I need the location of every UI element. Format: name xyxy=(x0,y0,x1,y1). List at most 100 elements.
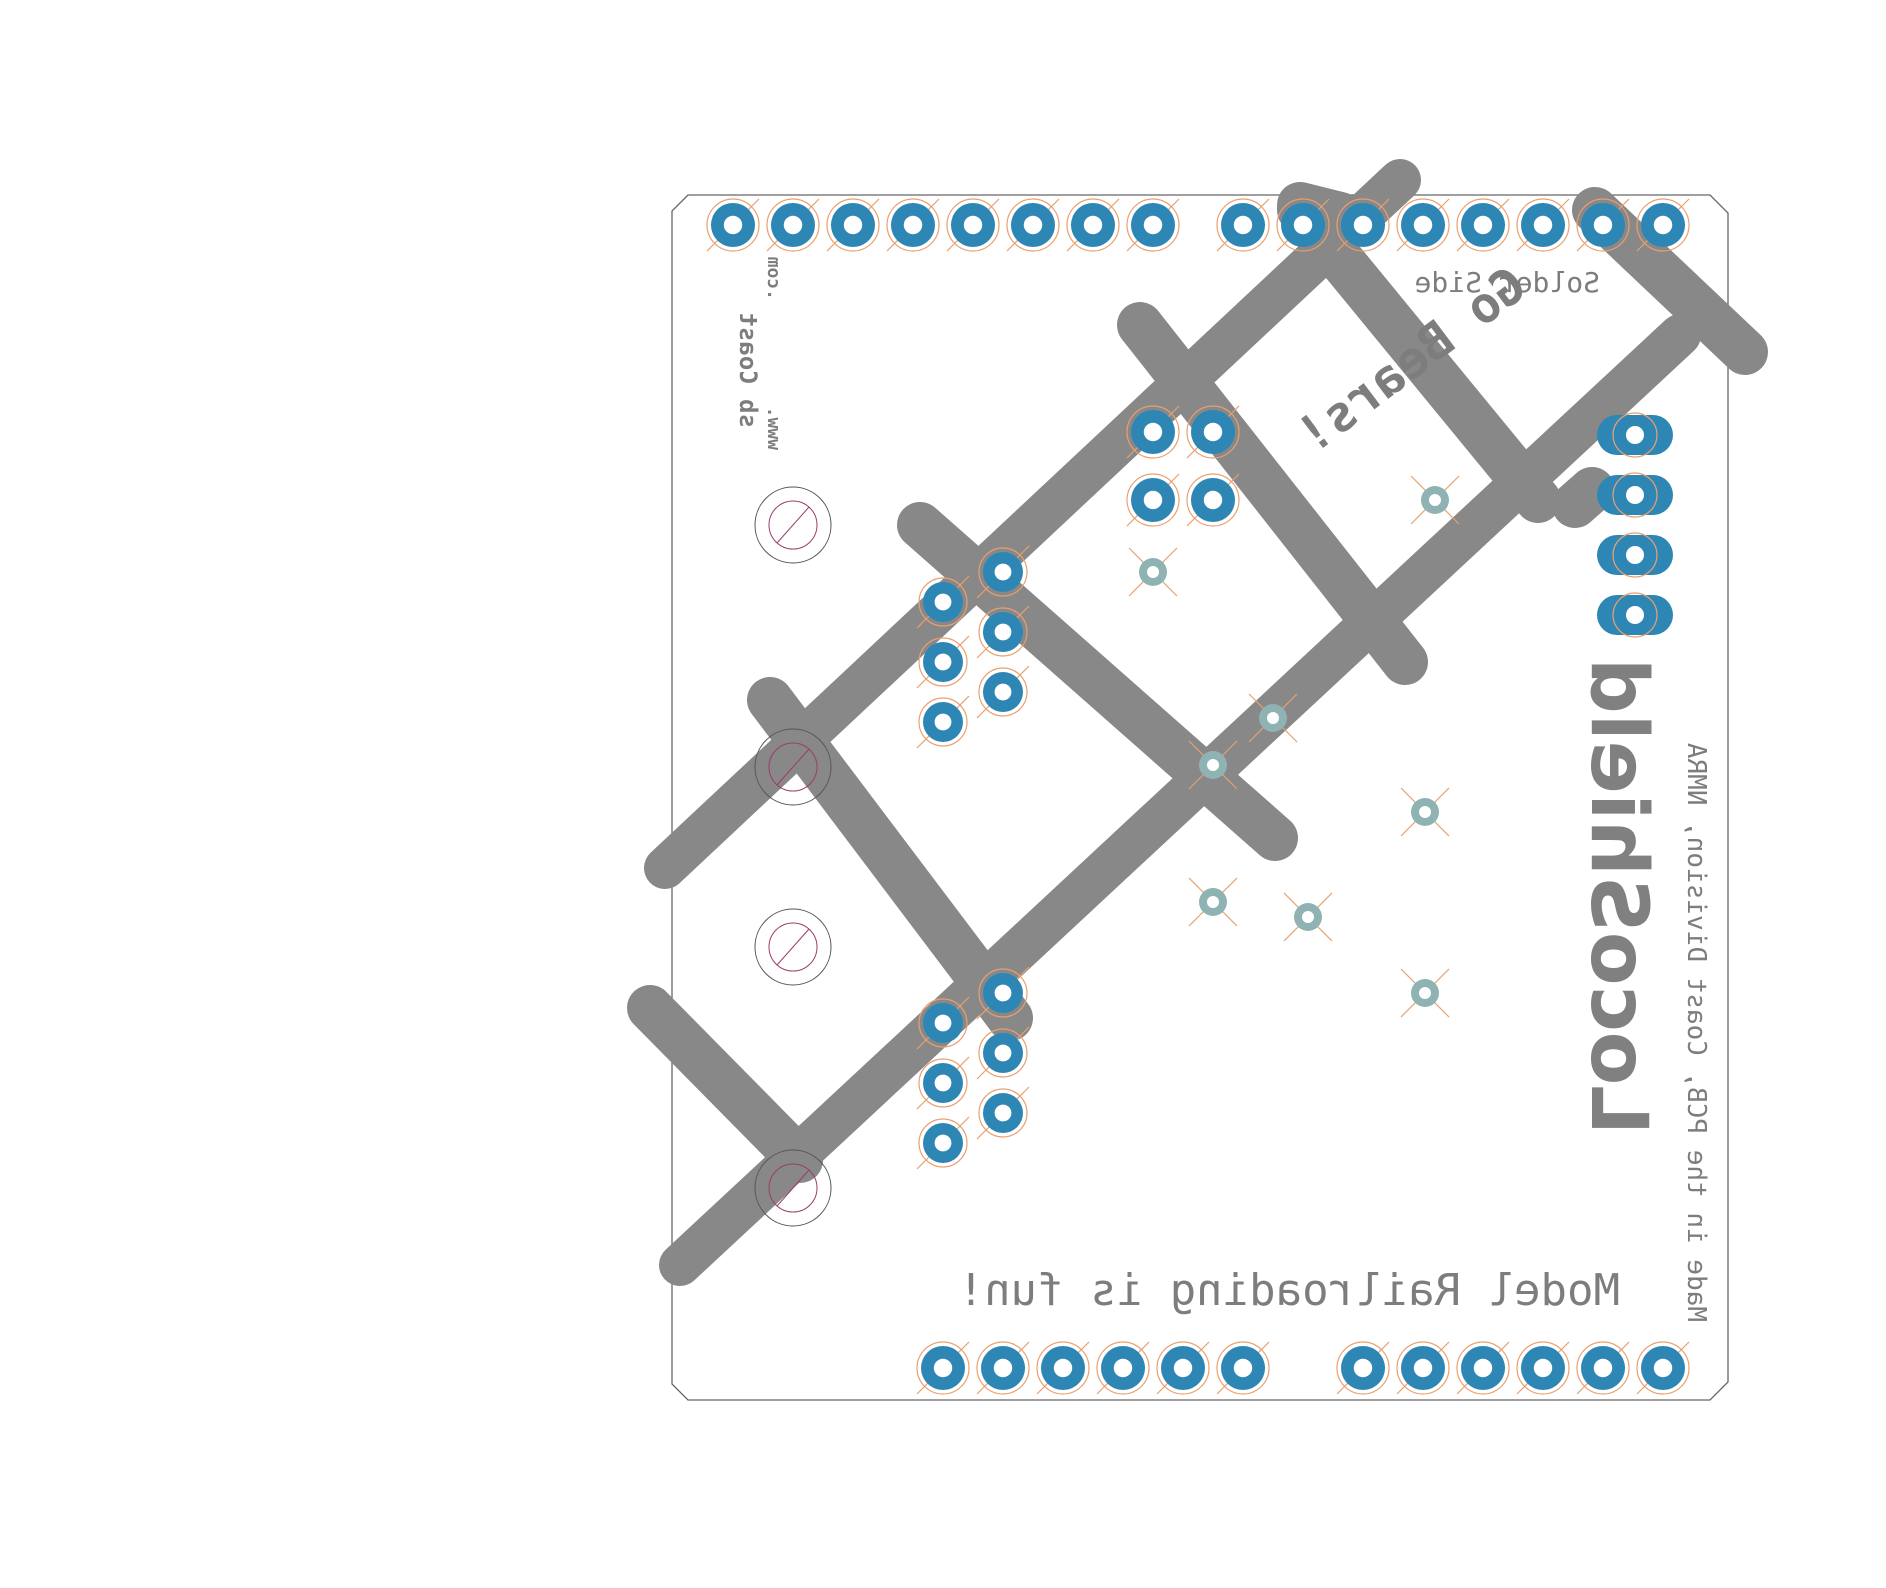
drill-hole xyxy=(1593,215,1613,235)
drill-hole xyxy=(933,1358,953,1378)
pad-ring xyxy=(1636,1341,1690,1395)
drill-hole xyxy=(1429,494,1441,506)
drill-hole xyxy=(994,563,1012,581)
drill-hole xyxy=(783,215,803,235)
pad-ring xyxy=(916,1341,970,1395)
pad-ring xyxy=(918,998,968,1048)
pad-ring xyxy=(706,198,760,252)
pad-ring xyxy=(1576,1341,1630,1395)
pad-ring xyxy=(1216,1341,1270,1395)
drill-hole xyxy=(994,623,1012,641)
drill-hole xyxy=(1173,1358,1193,1378)
pad-ring xyxy=(918,577,968,627)
drill-hole xyxy=(1207,759,1219,771)
pad-ring xyxy=(1456,198,1510,252)
board-outline xyxy=(671,194,1729,1401)
hole-mark xyxy=(776,928,810,966)
pad-ring xyxy=(978,547,1028,597)
site-label-2: .com xyxy=(763,256,784,300)
pad-ring xyxy=(1066,198,1120,252)
drill-hole xyxy=(963,215,983,235)
pad-ring xyxy=(1516,198,1570,252)
drill-hole xyxy=(1419,987,1431,999)
drill-hole xyxy=(1203,490,1223,510)
drill-hole xyxy=(1143,490,1163,510)
pad-ring xyxy=(1396,1341,1450,1395)
pad-ring xyxy=(1276,198,1330,252)
slogan-label: Model Railroading is fun! xyxy=(958,1265,1620,1316)
pad-ring xyxy=(918,1118,968,1168)
pad-ring xyxy=(918,697,968,747)
pad-ring xyxy=(946,198,1000,252)
drill-hole xyxy=(934,593,952,611)
pad-ring xyxy=(976,1341,1030,1395)
pad-ring xyxy=(1186,405,1240,459)
mounting-holes xyxy=(754,486,832,1227)
drill-hole xyxy=(934,1074,952,1092)
pad-ring xyxy=(1612,472,1658,518)
pads-layer xyxy=(706,198,1690,1395)
pad-ring xyxy=(1612,412,1658,458)
mounting-hole-drill xyxy=(768,1163,818,1213)
drill-hole xyxy=(1413,1358,1433,1378)
drill-hole xyxy=(1473,215,1493,235)
pad-ring xyxy=(1216,198,1270,252)
pad-ring xyxy=(1186,473,1240,527)
pad-ring xyxy=(1336,198,1390,252)
drill-hole xyxy=(994,1104,1012,1122)
pad-ring xyxy=(1036,1341,1090,1395)
drill-hole xyxy=(1626,426,1644,444)
mounting-hole xyxy=(754,728,832,806)
drill-hole xyxy=(1233,1358,1253,1378)
drill-hole xyxy=(934,713,952,731)
pad-ring xyxy=(1006,198,1060,252)
hole-mark xyxy=(776,506,810,544)
pad-ring xyxy=(978,607,1028,657)
hole-mark xyxy=(776,748,810,786)
pad-ring xyxy=(1396,198,1450,252)
drill-hole xyxy=(934,653,952,671)
drill-hole xyxy=(1473,1358,1493,1378)
pad-ring xyxy=(1516,1341,1570,1395)
drill-hole xyxy=(1626,486,1644,504)
pad-ring xyxy=(1156,1341,1210,1395)
drill-hole xyxy=(934,1014,952,1032)
drill-hole xyxy=(843,215,863,235)
pad-ring xyxy=(978,1088,1028,1138)
mounting-hole xyxy=(754,1149,832,1227)
drill-hole xyxy=(1626,606,1644,624)
mounting-hole-drill xyxy=(768,500,818,550)
drill-hole xyxy=(1233,215,1253,235)
pad-ring xyxy=(1636,198,1690,252)
drill-hole xyxy=(1147,566,1159,578)
drill-hole xyxy=(1203,422,1223,442)
pad-ring xyxy=(1096,1341,1150,1395)
pad-ring xyxy=(978,667,1028,717)
mounting-hole-drill xyxy=(768,922,818,972)
drill-hole xyxy=(994,683,1012,701)
trace-segment xyxy=(1117,302,1428,685)
pad-ring xyxy=(1336,1341,1390,1395)
pad-ring xyxy=(1126,473,1180,527)
drill-hole xyxy=(1083,215,1103,235)
pad-ring xyxy=(826,198,880,252)
drill-hole xyxy=(1302,911,1314,923)
drill-hole xyxy=(1533,215,1553,235)
trace-segment xyxy=(1552,467,1615,528)
pad-ring xyxy=(978,968,1028,1018)
pad-ring xyxy=(1576,198,1630,252)
drill-hole xyxy=(1626,546,1644,564)
drill-hole xyxy=(1353,215,1373,235)
drill-hole xyxy=(1023,215,1043,235)
trace-segment xyxy=(747,677,1033,1041)
drill-hole xyxy=(1207,896,1219,908)
drill-hole xyxy=(1143,215,1163,235)
drill-hole xyxy=(1653,215,1673,235)
trace-segment xyxy=(897,502,1298,861)
site-label-1: sb Coast xyxy=(734,312,762,428)
drill-hole xyxy=(1267,712,1279,724)
drill-hole xyxy=(1293,215,1313,235)
drill-hole xyxy=(1593,1358,1613,1378)
drill-hole xyxy=(1419,806,1431,818)
pad-ring xyxy=(1126,405,1180,459)
